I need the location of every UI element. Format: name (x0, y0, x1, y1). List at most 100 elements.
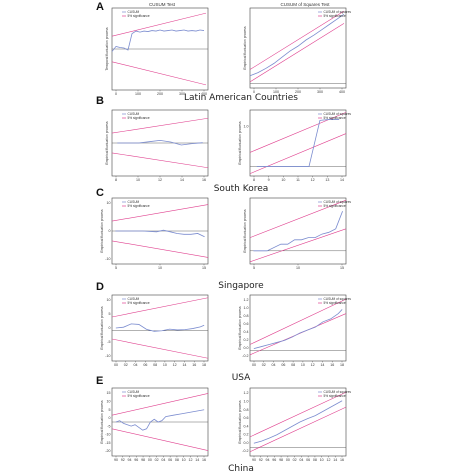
x-tick-label: 98 (141, 458, 145, 462)
y-tick-label: -0.2 (242, 354, 248, 358)
x-tick-label: 8 (115, 178, 117, 182)
x-tick-label: 90 (114, 458, 118, 462)
statistic-series-line (253, 309, 343, 350)
upper-bound-line (111, 393, 209, 416)
x-tick-label: 100 (135, 92, 141, 96)
x-tick-label: 04 (161, 458, 165, 462)
legend-label: 5% significance (324, 394, 346, 398)
x-tick-label: 06 (306, 458, 310, 462)
row-letter-c: C (96, 187, 104, 199)
x-tick-label: 12 (173, 363, 177, 367)
x-tick-label: 04 (299, 458, 303, 462)
plot-frame (249, 109, 347, 177)
panel-title-cusum: CUSUM Test (149, 2, 176, 7)
x-tick-label: 13 (325, 178, 329, 182)
y-tick-label: 0.4 (244, 330, 249, 334)
legend-label: CUSUM (128, 390, 140, 394)
legend-label: CUSUM (128, 112, 140, 116)
lower-bound-line (249, 23, 345, 83)
x-tick-label: 12 (188, 458, 192, 462)
lower-bound-line (249, 228, 347, 263)
x-tick-label: 15 (202, 266, 206, 270)
y-axis-label: Empirical fluctuation process (100, 400, 104, 443)
country-label-south-korea: South Korea (214, 184, 269, 194)
x-tick-label: 92 (121, 458, 125, 462)
x-tick-label: 96 (272, 458, 276, 462)
y-tick-label: 0.8 (244, 408, 249, 412)
lower-bound-line (111, 152, 209, 169)
x-tick-label: 06 (143, 363, 147, 367)
x-tick-label: 5 (253, 266, 255, 270)
legend-label: 5% significance (324, 301, 346, 305)
x-tick-label: 16 (330, 363, 334, 367)
x-tick-label: 14 (180, 178, 184, 182)
y-axis-label: Empirical fluctuation process (243, 209, 247, 252)
lower-bound-line (249, 406, 347, 453)
x-tick-label: 08 (291, 363, 295, 367)
y-tick-label: 1.2 (244, 298, 249, 302)
x-tick-label: 400 (201, 92, 207, 96)
upper-bound-line (111, 204, 209, 222)
y-axis-label: Empirical fluctuation process (238, 306, 242, 349)
x-tick-label: 12 (311, 178, 315, 182)
x-tick-label: 400 (339, 90, 345, 94)
legend-label: 5% significance (324, 14, 346, 18)
x-tick-label: 08 (175, 458, 179, 462)
country-label-china: China (228, 464, 254, 474)
plot-frame (249, 294, 347, 362)
x-tick-label: 14 (340, 178, 344, 182)
x-tick-label: 06 (281, 363, 285, 367)
x-tick-label: 16 (202, 178, 206, 182)
upper-bound-line (249, 391, 347, 438)
upper-bound-line (111, 297, 209, 318)
x-tick-label: 02 (293, 458, 297, 462)
x-tick-label: 14 (195, 458, 199, 462)
y-tick-label: 0 (109, 326, 111, 330)
legend-label: 5% significance (128, 204, 150, 208)
x-tick-label: 08 (313, 458, 317, 462)
x-tick-label: 00 (148, 458, 152, 462)
upper-bound-line (249, 298, 347, 345)
x-tick-label: 04 (134, 363, 138, 367)
y-tick-label: 0.8 (244, 314, 249, 318)
y-tick-label: 1.0 (244, 399, 249, 403)
y-tick-label: 5 (109, 408, 111, 412)
row-letter-d: D (96, 281, 104, 293)
statistic-series-line (111, 29, 205, 52)
legend-label: 5% significance (128, 394, 150, 398)
row-letter-b: B (96, 95, 104, 107)
legend-label: CUSUM (128, 297, 140, 301)
y-tick-label: 15 (107, 391, 111, 395)
x-tick-label: 200 (157, 92, 163, 96)
y-tick-label: -0.2 (242, 449, 248, 453)
x-tick-label: 10 (158, 266, 162, 270)
x-tick-label: 0 (115, 92, 117, 96)
country-label-latin-america: Latin American Countries (184, 93, 298, 103)
row-letter-a: A (96, 1, 104, 13)
x-tick-label: 12 (158, 178, 162, 182)
y-tick-label: 0.0 (244, 441, 249, 445)
panel-e-cusum: 90 92 94 96 98 00 02 04 06 08 10 12 14 16151050-5-10-… (100, 387, 209, 462)
x-tick-label: 00 (114, 363, 118, 367)
y-tick-label: 5 (109, 312, 111, 316)
y-tick-label: 0.2 (244, 338, 249, 342)
y-tick-label: 0 (109, 229, 111, 233)
statistic-series-line (115, 409, 205, 431)
x-tick-label: 300 (317, 90, 323, 94)
y-tick-label: 10 (107, 399, 111, 403)
y-tick-label: 1.0 (244, 124, 249, 128)
y-axis-label: Empirical fluctuation process (100, 209, 104, 252)
y-tick-label: 1.0 (244, 306, 249, 310)
x-tick-label: 06 (168, 458, 172, 462)
panel-a-cusum: 0 100 200 300 400 Temporal fluctuation proces… (105, 7, 209, 96)
x-tick-label: 18 (202, 363, 206, 367)
legend-label: 5% significance (324, 116, 346, 120)
x-tick-label: 96 (134, 458, 138, 462)
y-tick-label: 0.0 (244, 346, 249, 350)
legend-label: CUSUM of squares (324, 390, 352, 394)
x-tick-label: 98 (279, 458, 283, 462)
x-tick-label: 90 (252, 458, 256, 462)
x-tick-label: 00 (252, 363, 256, 367)
